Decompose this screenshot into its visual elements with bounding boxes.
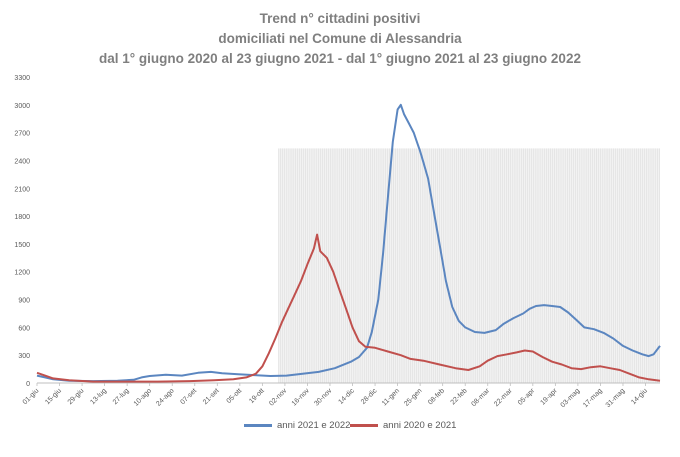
x-tick-label: 21-set <box>202 387 221 406</box>
x-tick-label: 15-giu <box>44 387 63 406</box>
chart-title-line-3: dal 1° giugno 2020 al 23 giugno 2021 - d… <box>99 51 581 66</box>
x-tick-label: 16-nov <box>291 387 311 407</box>
x-tick-label: 29-giu <box>67 387 86 406</box>
x-tick-label: 05-ott <box>226 387 244 405</box>
y-tick-label: 3300 <box>14 75 30 82</box>
x-tick-label: 14-dic <box>337 387 356 406</box>
x-tick-label: 08-feb <box>427 387 446 406</box>
x-tick-label: 01-giu <box>22 387 41 406</box>
x-tick-label: 22-feb <box>450 387 469 406</box>
x-tick-label: 07-set <box>179 387 198 406</box>
x-tick-label: 11-gen <box>381 387 401 407</box>
legend-label-2020-2021: anni 2020 e 2021 <box>383 420 457 431</box>
y-tick-label: 300 <box>18 353 30 360</box>
y-tick-label: 900 <box>18 298 30 305</box>
series-line-2021-2022 <box>36 103 661 383</box>
x-tick-label: 31-mag <box>605 387 627 409</box>
legend-item-2021-2022: anni 2021 e 2022 <box>244 420 350 431</box>
x-tick-label: 05-apr <box>517 387 537 407</box>
x-tick-label: 03-mag <box>560 387 582 409</box>
y-tick-label: 600 <box>18 325 30 332</box>
x-tick-label: 25-gen <box>403 387 423 407</box>
series-line-2020-2021 <box>36 233 661 383</box>
x-tick-label: 02-nov <box>268 387 288 407</box>
legend-label-2021-2022: anni 2021 e 2022 <box>277 420 351 431</box>
y-tick-label: 1200 <box>14 270 30 277</box>
x-tick-label: 30-nov <box>313 387 333 407</box>
x-tick-label: 13-lug <box>89 387 108 406</box>
x-tick-label: 24-ago <box>155 387 175 407</box>
y-tick-label: 2700 <box>14 131 30 138</box>
y-tick-label: 3000 <box>14 103 30 110</box>
x-tick-label: 27-lug <box>112 387 131 406</box>
x-tick-label: 28-dic <box>360 387 379 406</box>
chart-title-line-1: Trend n° cittadini positivi <box>259 11 421 26</box>
y-tick-label: 2100 <box>14 186 30 193</box>
chart-title-line-2: domiciliati nel Comune di Alessandria <box>218 31 462 46</box>
x-tick-label: 08-mar <box>471 387 492 408</box>
x-tick-label: 10-ago <box>133 387 153 407</box>
legend-item-2020-2021: anni 2020 e 2021 <box>350 420 456 431</box>
x-tick-label: 17-mag <box>582 387 604 409</box>
x-tick-label: 19-ott <box>248 387 266 405</box>
legend-swatch-blue <box>244 424 272 427</box>
x-tick-label: 14-giu <box>630 387 649 406</box>
legend-swatch-red <box>350 424 378 427</box>
y-tick-label: 1500 <box>14 242 30 249</box>
y-tick-label: 0 <box>26 381 30 388</box>
x-tick-label: 19-apr <box>540 387 560 407</box>
y-tick-label: 2400 <box>14 158 30 165</box>
x-tick-label: 22-mar <box>493 387 514 408</box>
y-tick-label: 1800 <box>14 214 30 221</box>
